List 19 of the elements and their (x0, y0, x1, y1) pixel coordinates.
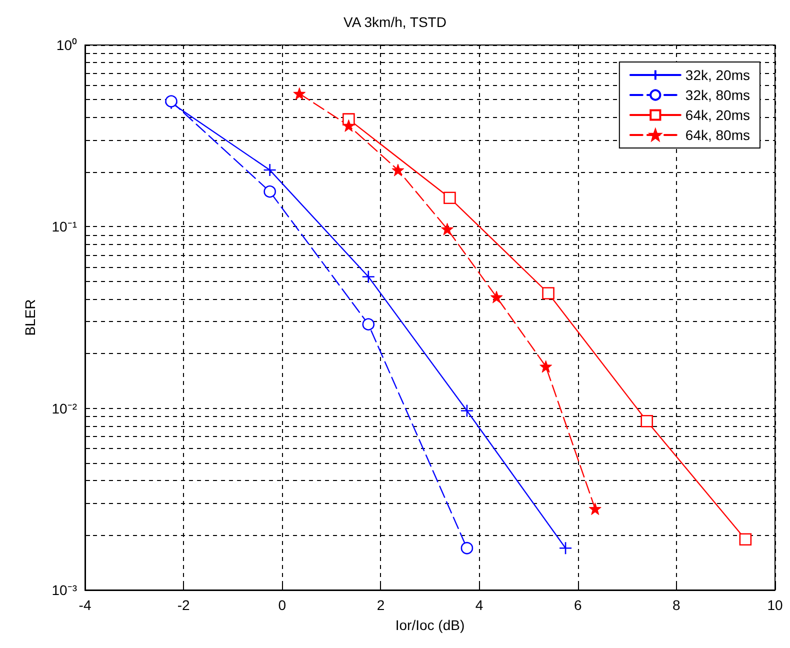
legend-label: 64k, 80ms (685, 127, 750, 143)
x-tick-label: 8 (672, 597, 681, 613)
x-tick-label: 4 (475, 597, 484, 613)
y-tick-label: 10⁻¹ (52, 218, 78, 235)
x-tick-label: 2 (376, 597, 385, 613)
y-tick-label: 10⁻³ (52, 582, 78, 598)
x-tick-label: 0 (278, 597, 286, 613)
y-axis-title: BLER (22, 299, 38, 336)
x-tick-label: 10 (767, 597, 783, 613)
legend-label: 64k, 20ms (685, 107, 750, 123)
x-axis-title: Ior/Ioc (dB) (395, 617, 465, 633)
legend-label: 32k, 80ms (685, 87, 750, 103)
y-tick-label: 10⁰ (56, 37, 77, 53)
x-tick-label: 6 (574, 597, 582, 613)
legend-label: 32k, 20ms (685, 67, 750, 83)
x-tick-label: -4 (78, 597, 92, 613)
y-tick-label: 10⁻² (52, 400, 78, 416)
x-tick-label: -2 (177, 597, 190, 613)
chart-title: VA 3km/h, TSTD (344, 14, 446, 30)
